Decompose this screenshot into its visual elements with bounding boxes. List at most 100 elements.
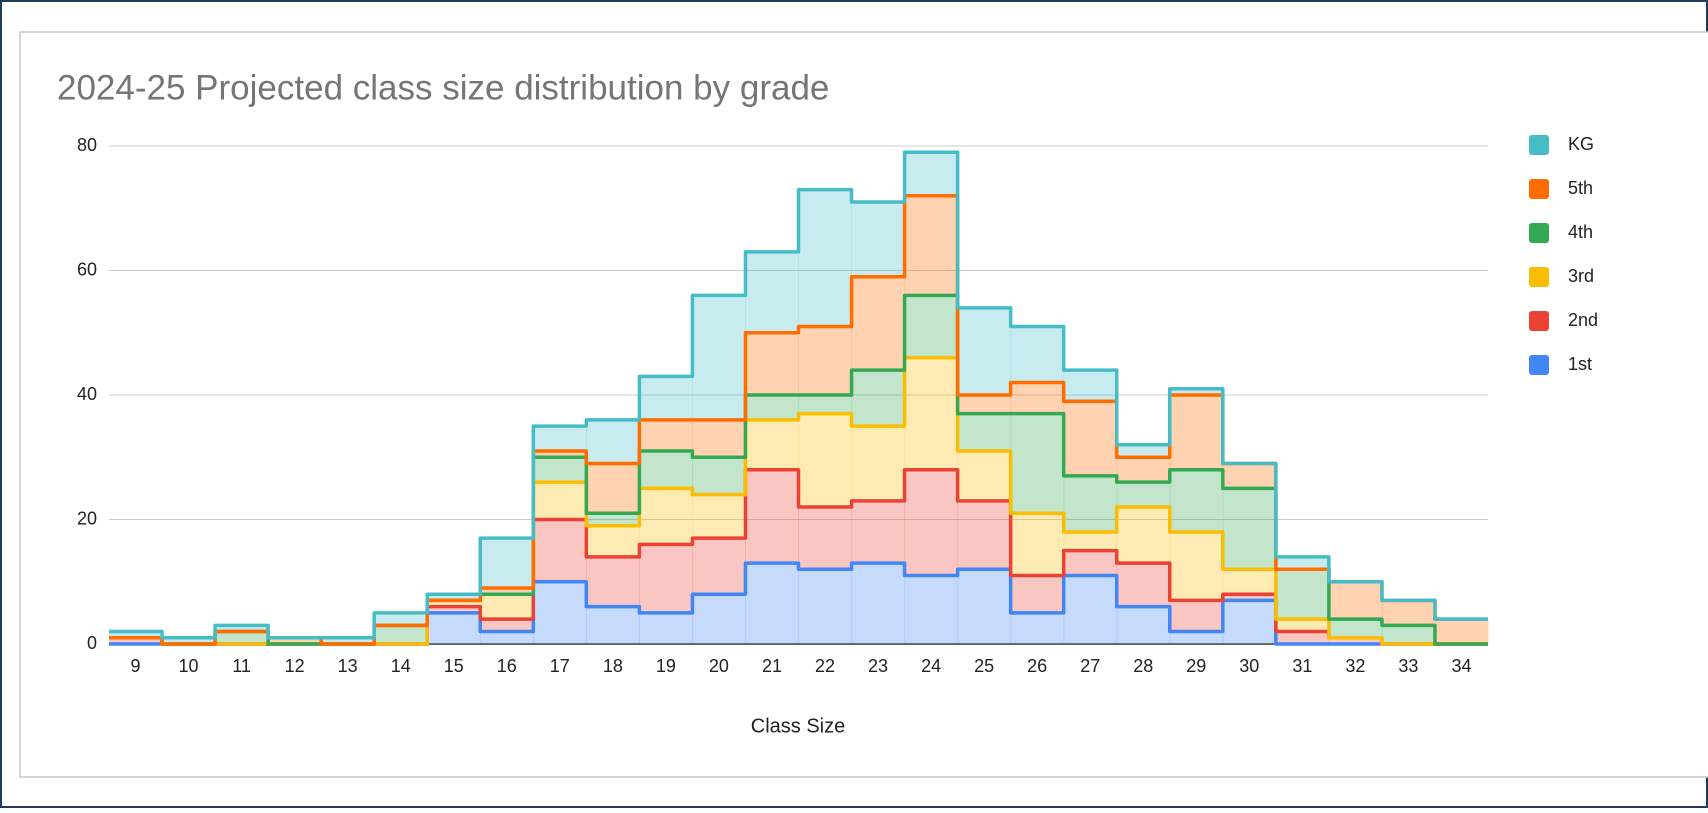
area-segment (1222, 569, 1277, 595)
area-segment (586, 513, 640, 526)
area-segment (1063, 550, 1118, 576)
area-segment (1275, 569, 1330, 620)
area-segment (427, 606, 481, 613)
area-segment (1169, 600, 1224, 632)
area-segment (1063, 475, 1118, 532)
area-segment (427, 594, 481, 601)
area-segment (1275, 631, 1330, 644)
area-segment (1381, 600, 1436, 626)
legend-label: 4th (1568, 222, 1593, 242)
legend-swatch (1529, 267, 1549, 287)
area-segment (1169, 631, 1224, 644)
area-segment (692, 594, 746, 644)
area-segment (851, 500, 906, 564)
x-tick-label: 13 (338, 656, 358, 676)
area-segment (639, 451, 693, 489)
area-segment (957, 451, 1012, 501)
area-segment (957, 500, 1012, 570)
area-segment (1169, 531, 1224, 601)
area-segment (1169, 395, 1224, 470)
area-segment (1116, 563, 1171, 607)
area-segment (1328, 619, 1383, 638)
x-tick-label: 17 (550, 656, 570, 676)
area-segment (639, 376, 693, 420)
area-segment (321, 637, 375, 644)
x-axis-title: Class Size (751, 715, 845, 737)
x-tick-label: 33 (1398, 656, 1418, 676)
x-tick-label: 28 (1133, 656, 1153, 676)
area-segment (851, 426, 906, 501)
area-segment (215, 631, 269, 644)
area-segment (1328, 581, 1383, 620)
area-segment (692, 494, 746, 539)
x-tick-label: 32 (1345, 656, 1365, 676)
x-tick-label: 23 (868, 656, 888, 676)
area-segment (374, 612, 428, 626)
step-line (109, 150, 1488, 640)
legend-swatch (1529, 135, 1549, 155)
area-segment (1116, 457, 1171, 483)
area-segment (1275, 619, 1330, 632)
area-segment (639, 544, 693, 613)
x-tick-label: 9 (131, 656, 141, 676)
area-segment (639, 419, 693, 452)
area-segment (957, 569, 1012, 644)
area-segment (480, 631, 534, 644)
area-segment (798, 395, 853, 414)
area-segment (904, 295, 959, 358)
area-segment (586, 525, 640, 557)
area-segment (745, 469, 799, 564)
area-segment (745, 563, 799, 644)
legend-swatch (1529, 179, 1549, 199)
legend-label: KG (1568, 134, 1594, 154)
area-segment (1116, 507, 1171, 564)
area-segment (798, 326, 853, 395)
area-segment (1010, 413, 1065, 514)
x-tick-label: 19 (656, 656, 676, 676)
area-segment (427, 612, 481, 644)
area-segment (639, 488, 693, 545)
area-segment (162, 637, 216, 644)
area-segment (1222, 594, 1277, 601)
area-segment (957, 307, 1012, 395)
area-segment (586, 419, 640, 464)
area-segment (851, 202, 906, 277)
x-tick-label: 12 (285, 656, 305, 676)
area-segment (692, 457, 746, 495)
y-tick-label: 0 (87, 633, 97, 653)
area-segment (798, 413, 853, 508)
area-segment (1222, 600, 1277, 644)
area-segment (109, 637, 163, 644)
x-tick-label: 34 (1451, 656, 1471, 676)
x-tick-label: 10 (179, 656, 199, 676)
area-segment (480, 594, 534, 620)
area-segment (1116, 482, 1171, 508)
area-segment (851, 276, 906, 371)
area-segment (1010, 382, 1065, 414)
area-segment (533, 426, 587, 452)
area-segment (1434, 619, 1489, 644)
area-segment (1063, 370, 1118, 402)
area-segment (480, 619, 534, 632)
area-segment (533, 457, 587, 483)
area-segment (1328, 637, 1383, 644)
x-tick-label: 11 (232, 656, 251, 676)
area-segment (851, 370, 906, 427)
area-segment (1222, 463, 1277, 489)
x-tick-label: 20 (709, 656, 729, 676)
x-tick-label: 31 (1292, 656, 1312, 676)
area-segment (851, 563, 906, 644)
area-segment (1169, 388, 1224, 395)
area-segment (745, 419, 799, 470)
area-segment (1275, 556, 1330, 570)
x-tick-label: 22 (815, 656, 835, 676)
area-segment (268, 637, 322, 644)
step-line (109, 561, 1488, 646)
area-segment (745, 251, 799, 333)
area-segment (586, 463, 640, 514)
x-tick-label: 16 (497, 656, 517, 676)
legend-label: 2nd (1568, 310, 1598, 330)
y-tick-label: 20 (77, 508, 97, 528)
area-segment (1010, 575, 1065, 613)
